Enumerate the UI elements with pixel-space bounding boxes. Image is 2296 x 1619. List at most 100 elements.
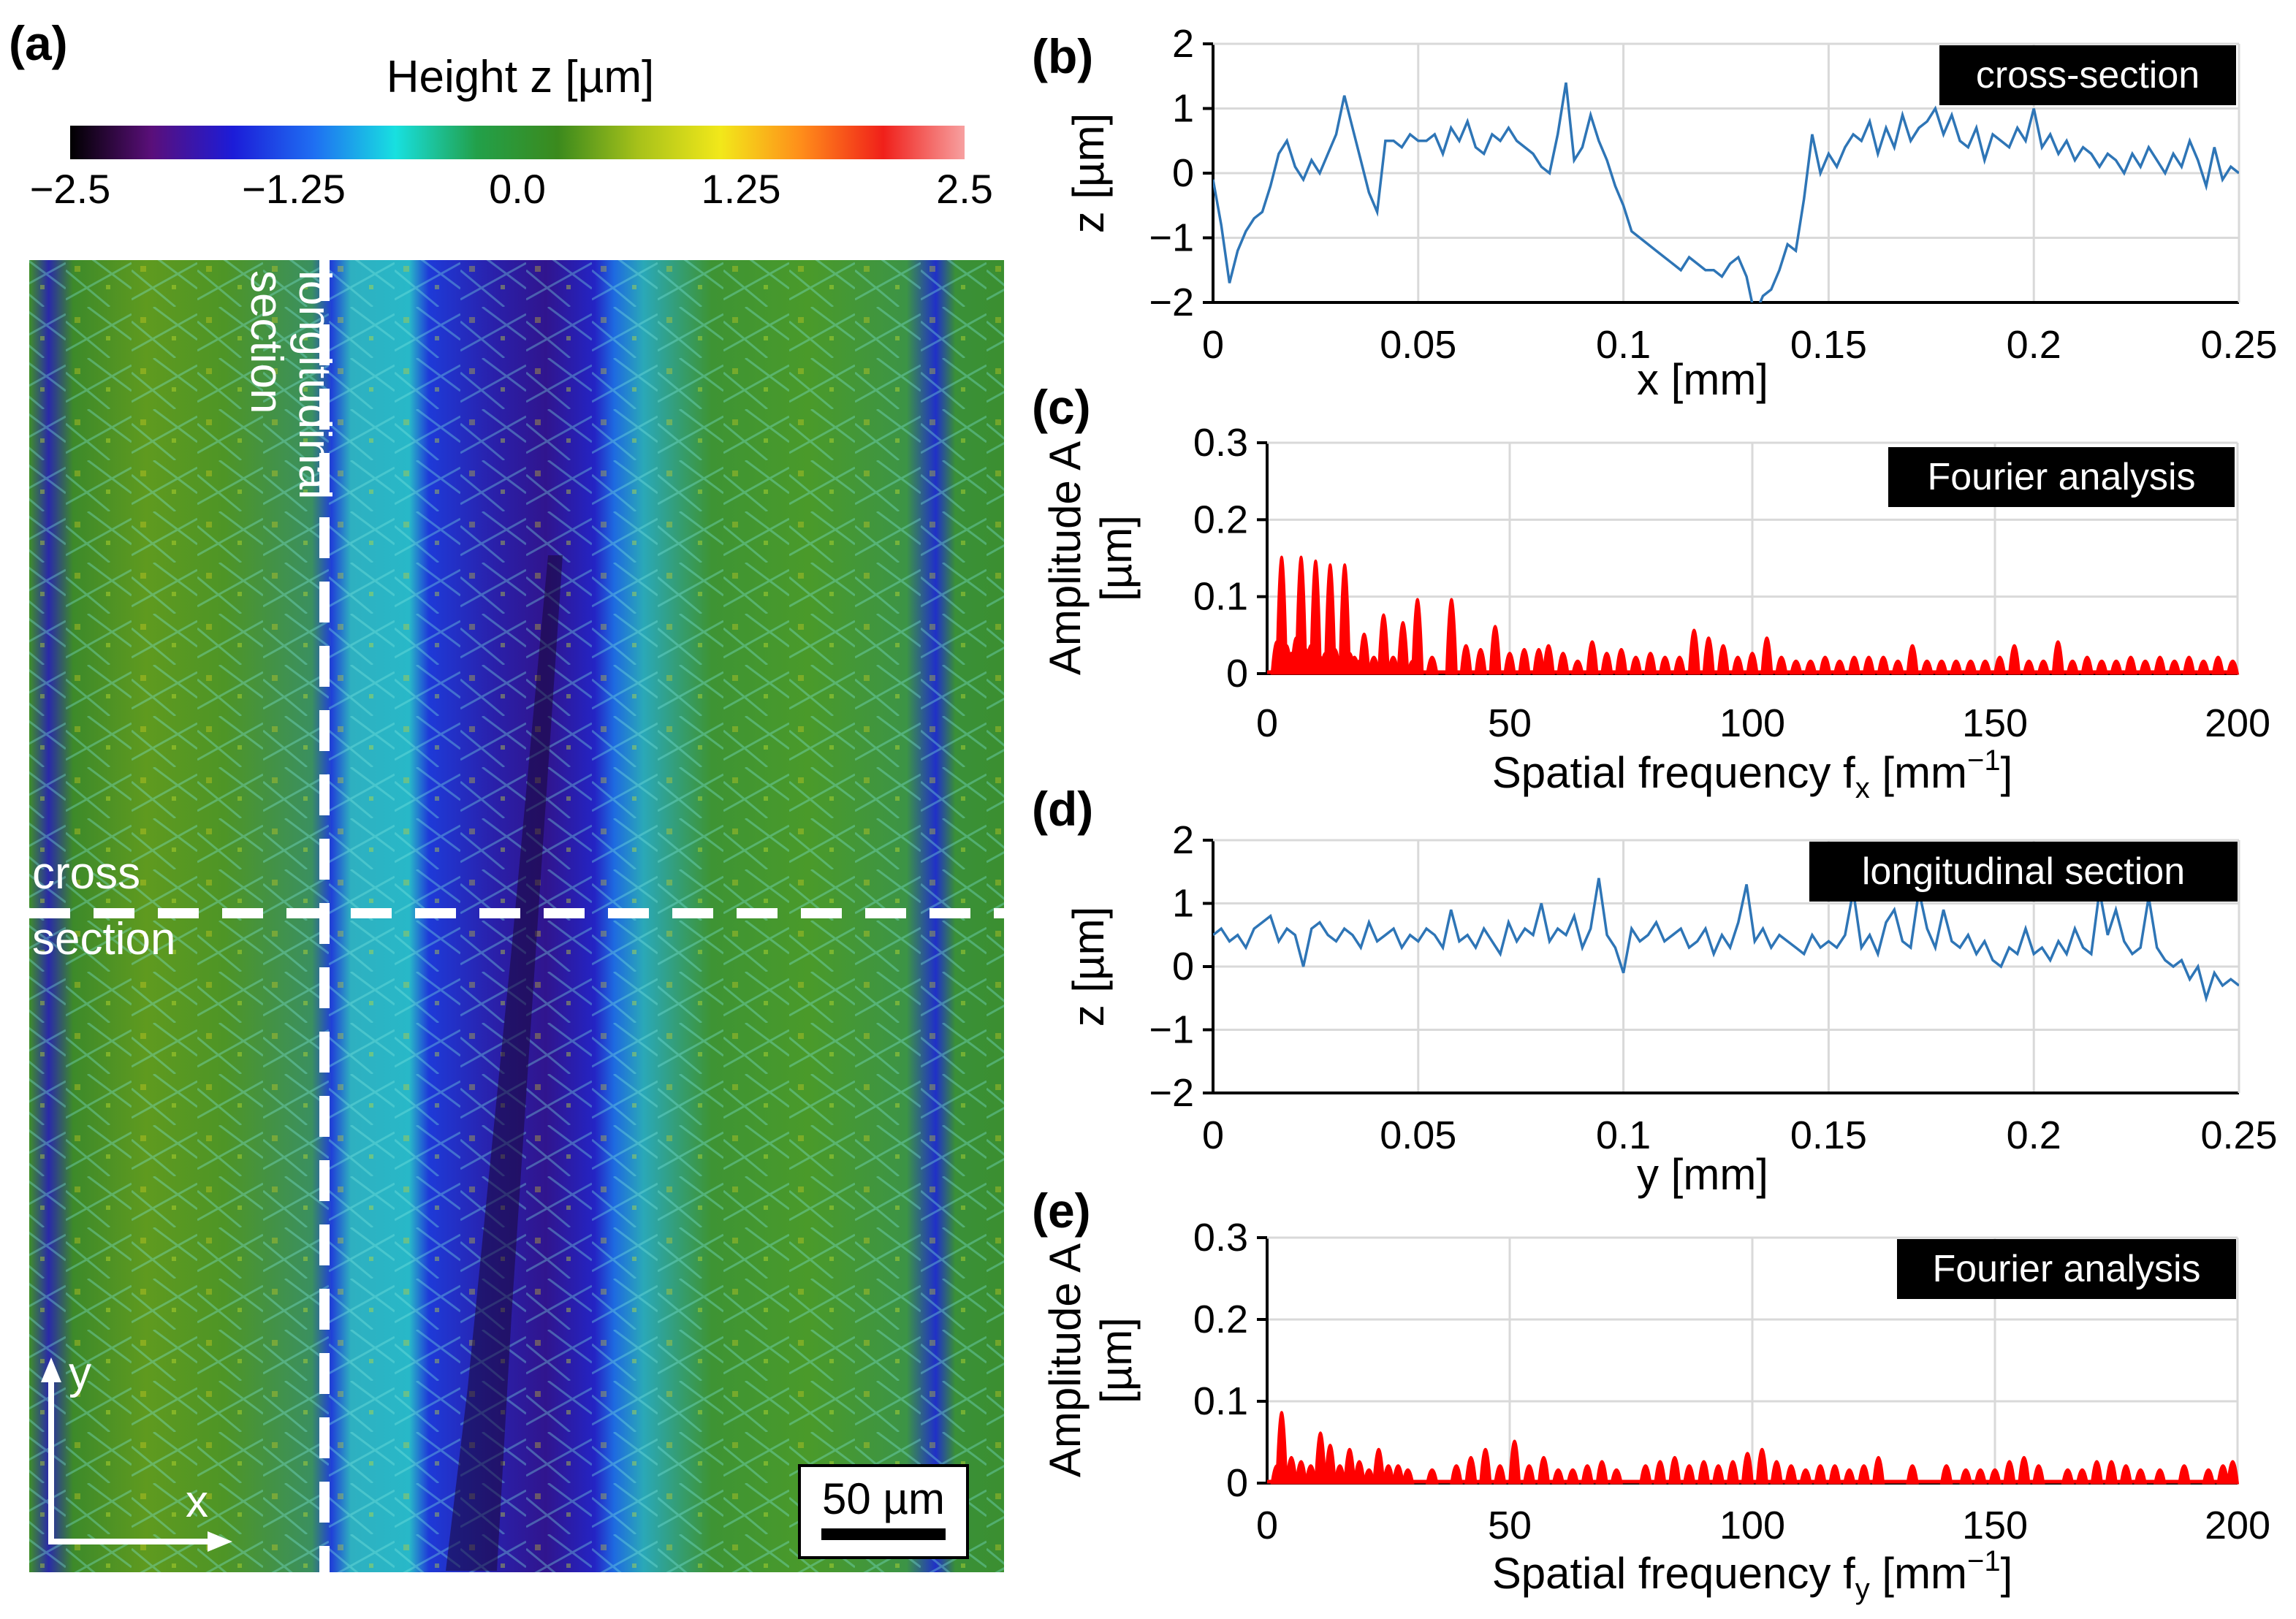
panel-label-e: (e) <box>1032 1184 1091 1238</box>
y-axis-unit: [µm] <box>1092 1317 1141 1403</box>
spectrum-peak <box>1275 1411 1288 1485</box>
spectrum-peak <box>1615 647 1628 675</box>
y-tick-label: 0 <box>1172 151 1194 195</box>
y-tick-label: 0.2 <box>1193 498 1248 541</box>
axis-x-label: x <box>186 1477 208 1527</box>
panel-label-a: (a) <box>9 16 68 70</box>
series-line <box>1213 877 2239 1003</box>
y-tick-label: −1 <box>1149 216 1194 260</box>
spectrum-peak <box>1871 1456 1885 1485</box>
colorbar-tick-label: −2.5 <box>30 166 111 212</box>
y-tick-label: −1 <box>1149 1008 1194 1052</box>
spectrum-peak <box>1532 647 1546 675</box>
x-tick-label: 50 <box>1488 1504 1532 1547</box>
y-tick-label: −2 <box>1149 1071 1194 1115</box>
scale-bar-label: 50 µm <box>822 1474 945 1523</box>
x-axis-label: y [mm] <box>1637 1150 1768 1199</box>
spectrum-peak <box>1518 647 1531 675</box>
x-tick-label: 50 <box>1488 701 1532 745</box>
spectrum-peak <box>1717 644 1730 675</box>
x-tick-label: 200 <box>2205 701 2270 745</box>
spectrum-peak <box>2018 1456 2031 1485</box>
chart-fourier-y: 0 50 100 150 200 0.3 0.2 0.1 0 Fourier analysis Sp… <box>1041 1216 2270 1605</box>
x-tick-label: 100 <box>1719 1504 1785 1547</box>
badge-box <box>1897 1239 2236 1299</box>
y-axis-unit: [µm] <box>1092 515 1141 601</box>
spectrum-peak <box>2051 640 2064 675</box>
longitudinal-label-1: longitudinal <box>289 270 340 500</box>
x-tick-label: 0.1 <box>1596 1113 1651 1157</box>
spectrum-peak <box>1309 560 1322 675</box>
spectrum-peak <box>1358 633 1371 675</box>
longitudinal-label-2: section <box>241 270 292 414</box>
spectrum-peak <box>1489 625 1502 675</box>
spectrum-peak <box>1314 1431 1327 1485</box>
y-tick-label: 0.3 <box>1193 421 1248 465</box>
spectrum-peak <box>1294 555 1308 675</box>
x-tick-label: 100 <box>1719 701 1785 745</box>
y-tick-label: 2 <box>1172 22 1194 66</box>
colorbar-ticks: −2.5 −1.25 0.0 1.25 2.5 <box>30 166 993 212</box>
spectrum-peak <box>1508 1439 1521 1485</box>
chart-fourier-x: 0 50 100 150 200 0.3 0.2 0.1 0 Fourier analysis Sp… <box>1041 421 2270 804</box>
spectrum-peak <box>1755 1447 1768 1485</box>
x-axis-label: x [mm] <box>1637 355 1768 404</box>
spectrum-peak <box>1586 640 1599 675</box>
x-tick-label: 0 <box>1256 701 1278 745</box>
y-tick-label: −2 <box>1149 281 1194 324</box>
spectrum-peak <box>1285 1456 1298 1485</box>
y-axis-label: Amplitude A <box>1041 441 1090 675</box>
panel-label-c: (c) <box>1032 380 1091 434</box>
spectrum-peak <box>1343 1447 1356 1485</box>
cross-label-1: cross <box>32 848 140 899</box>
badge-box <box>1809 842 2238 902</box>
spectrum-peak <box>1372 1447 1385 1485</box>
spectrum-peak <box>1338 563 1351 675</box>
axis-y-label: y <box>69 1348 91 1398</box>
colorbar-tick-label: 0.0 <box>489 166 546 212</box>
x-tick-label: 150 <box>1962 1504 2028 1547</box>
y-tick-label: 2 <box>1172 818 1194 862</box>
badge-box <box>1888 447 2235 507</box>
chart-longitudinal-section: 0 0.05 0.1 0.15 0.2 0.25 2 1 0 −1 −2 longitudinal s… <box>1064 818 2278 1199</box>
x-tick-label: 0.15 <box>1790 1113 1867 1157</box>
spectrum-peak <box>1445 598 1458 675</box>
colorbar-tick-label: 1.25 <box>702 166 781 212</box>
colorbar-tick-label: 2.5 <box>936 166 993 212</box>
x-tick-label: 0 <box>1202 323 1224 367</box>
chart-badge: Fourier analysis <box>1932 1248 2200 1290</box>
y-axis-label: z [µm] <box>1064 113 1113 234</box>
spectrum-peak <box>1323 563 1337 675</box>
y-tick-label: 0 <box>1226 1461 1248 1505</box>
y-tick-label: 0.1 <box>1193 1379 1248 1423</box>
badge-box <box>1939 45 2236 105</box>
scale-bar-box <box>798 1464 969 1559</box>
height-map: longitudinal section cross section y x 5… <box>29 260 1004 1572</box>
colorbar-title: Height z [µm] <box>387 52 655 102</box>
spectrum-peak <box>1760 636 1774 675</box>
spectrum-peak <box>1459 644 1472 675</box>
x-tick-label: 0.2 <box>2007 1113 2061 1157</box>
spectrum-peak <box>1537 1456 1551 1485</box>
x-tick-label: 0.05 <box>1380 323 1456 367</box>
x-tick-label: 0.25 <box>2200 323 2277 367</box>
dark-groove <box>446 555 563 1571</box>
spectrum-peak <box>1411 598 1424 675</box>
cross-label-2: section <box>32 914 175 964</box>
y-axis-label: z [µm] <box>1064 907 1113 1027</box>
y-tick-label: 0.1 <box>1193 575 1248 619</box>
spectrum-peak <box>1377 613 1390 675</box>
scale-bar <box>821 1528 946 1540</box>
spectrum-peak <box>1474 647 1487 675</box>
axis-y-arrowhead <box>41 1357 61 1382</box>
spectrum-peak <box>2226 1460 2240 1485</box>
spectrum-peak <box>1323 1444 1337 1485</box>
chart-badge: longitudinal section <box>1862 850 2185 893</box>
y-tick-label: 0.2 <box>1193 1298 1248 1341</box>
chart-cross-section: 0 0.05 0.1 0.15 0.2 0.25 2 1 0 −1 −2 cross-section x… <box>1064 22 2278 404</box>
x-tick-label: 0 <box>1202 1113 1224 1157</box>
spectrum-peak <box>1668 1456 1681 1485</box>
y-tick-label: 1 <box>1172 87 1194 131</box>
x-tick-label: 150 <box>1962 701 2028 745</box>
